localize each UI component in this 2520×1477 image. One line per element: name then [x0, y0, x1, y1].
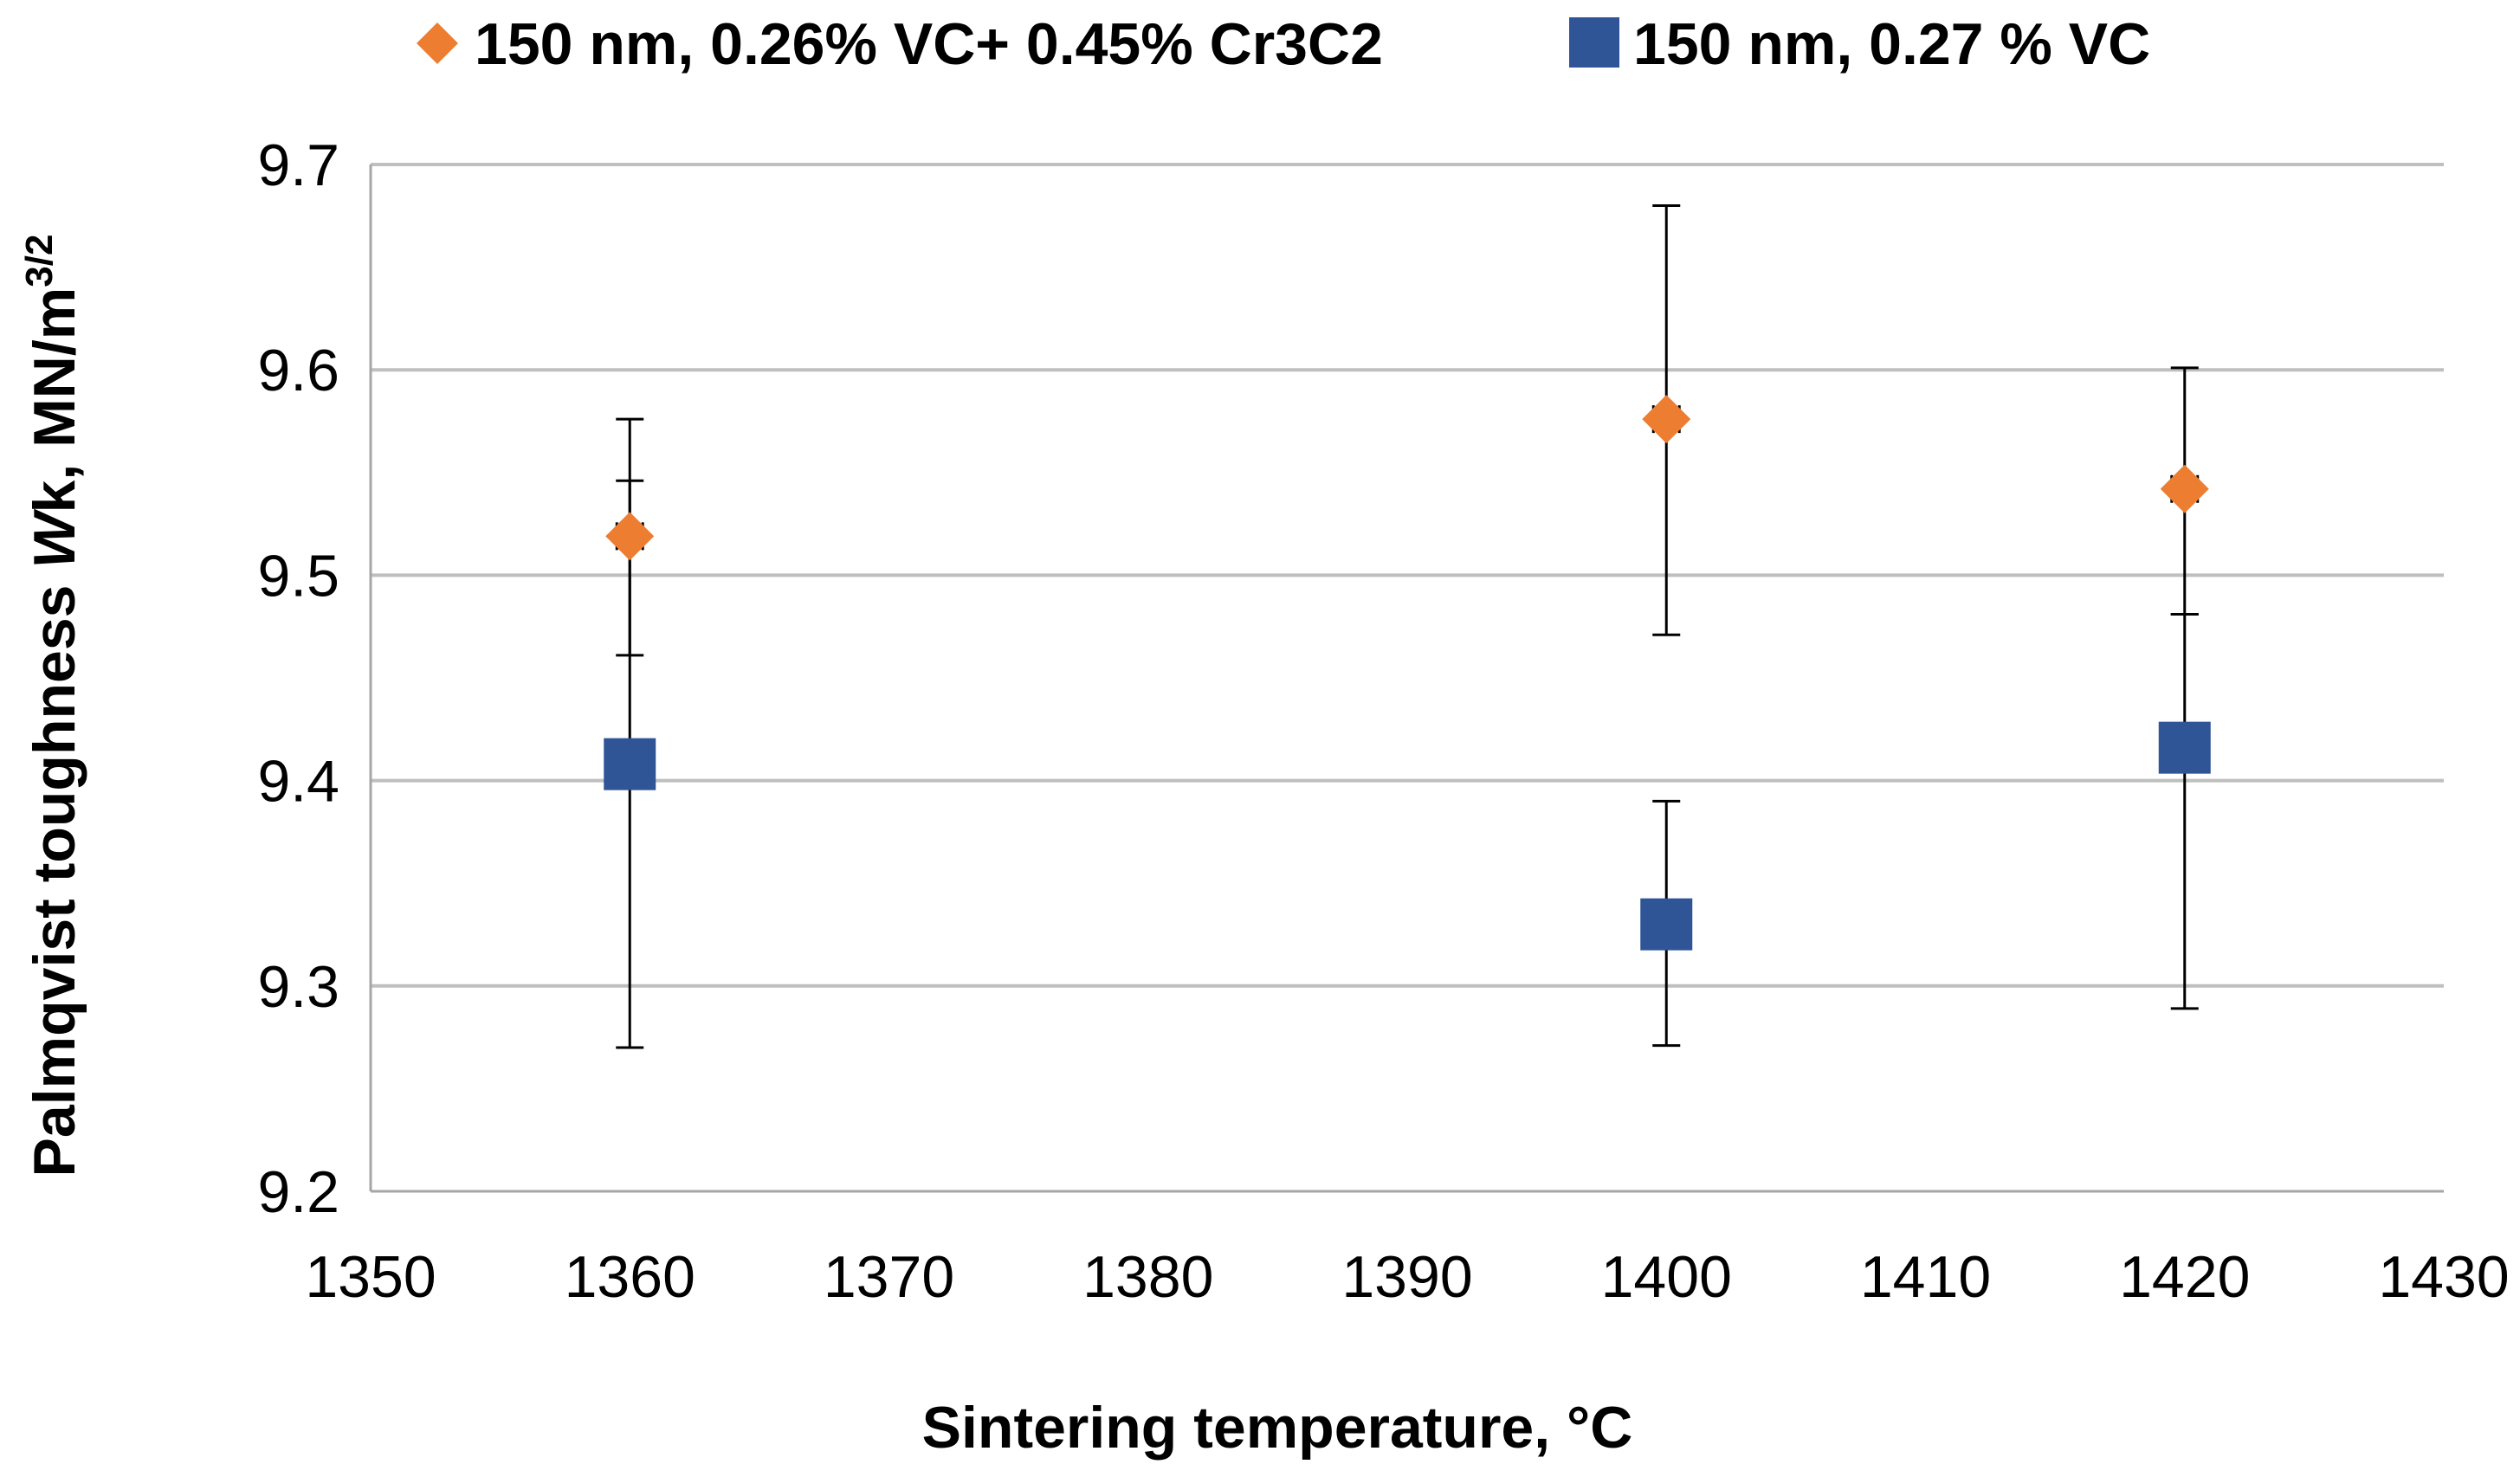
error-bar-layer — [615, 203, 2200, 1049]
x-tick-label: 1350 — [305, 1244, 436, 1310]
x-tick-label: 1400 — [1601, 1244, 1732, 1310]
data-point-diamond — [2160, 464, 2209, 513]
x-tick-label: 1390 — [1341, 1244, 1472, 1310]
legend-marker-square — [1569, 17, 1619, 68]
data-point-diamond — [1642, 395, 1691, 444]
y-tick-label: 9.5 — [257, 543, 339, 609]
data-point-diamond — [605, 512, 655, 561]
axis-layer — [369, 164, 2444, 1193]
y-axis-title-part-1: Palmqvist toughness — [22, 569, 87, 1177]
y-axis-title-part-2: W — [22, 508, 87, 569]
x-tick-label: 1380 — [1082, 1244, 1213, 1310]
grid-layer — [371, 163, 2444, 988]
y-tick-label: 9.2 — [257, 1159, 339, 1225]
data-point-square — [604, 738, 656, 790]
legend-marker-diamond — [417, 23, 458, 64]
data-point-square — [2158, 721, 2211, 774]
x-tick-label: 1420 — [2119, 1244, 2250, 1310]
tick-layer: 9.2 9.3 9.4 9.5 9.6 9.7 1350 1360 1370 1380 1390 14… — [257, 132, 2509, 1310]
legend-label-series-2: 150 nm, 0.27 % VC — [1633, 11, 2150, 77]
marker-layer — [604, 395, 2211, 951]
y-tick-label: 9.3 — [257, 954, 339, 1020]
y-tick-label: 9.4 — [257, 749, 339, 815]
x-tick-label: 1410 — [1860, 1244, 1991, 1310]
y-axis-title-part-3: k, MN/m — [22, 287, 87, 513]
y-tick-label: 9.6 — [257, 338, 339, 403]
data-point-square — [1640, 898, 1693, 951]
x-tick-label: 1370 — [824, 1244, 954, 1310]
legend: 150 nm, 0.26% VC+ 0.45% Cr3C2 150 nm, 0.… — [417, 11, 2150, 77]
x-tick-label: 1430 — [2378, 1244, 2509, 1310]
x-axis-title: Sintering temperature, °C — [922, 1395, 1633, 1461]
y-axis-title: Palmqvist toughness Wk, MN/m3/2 — [18, 235, 87, 1177]
y-axis-title-superscript: 3/2 — [18, 235, 61, 287]
y-tick-label: 9.7 — [257, 132, 339, 198]
legend-label-series-1: 150 nm, 0.26% VC+ 0.45% Cr3C2 — [475, 11, 1383, 77]
x-tick-label: 1360 — [565, 1244, 695, 1310]
